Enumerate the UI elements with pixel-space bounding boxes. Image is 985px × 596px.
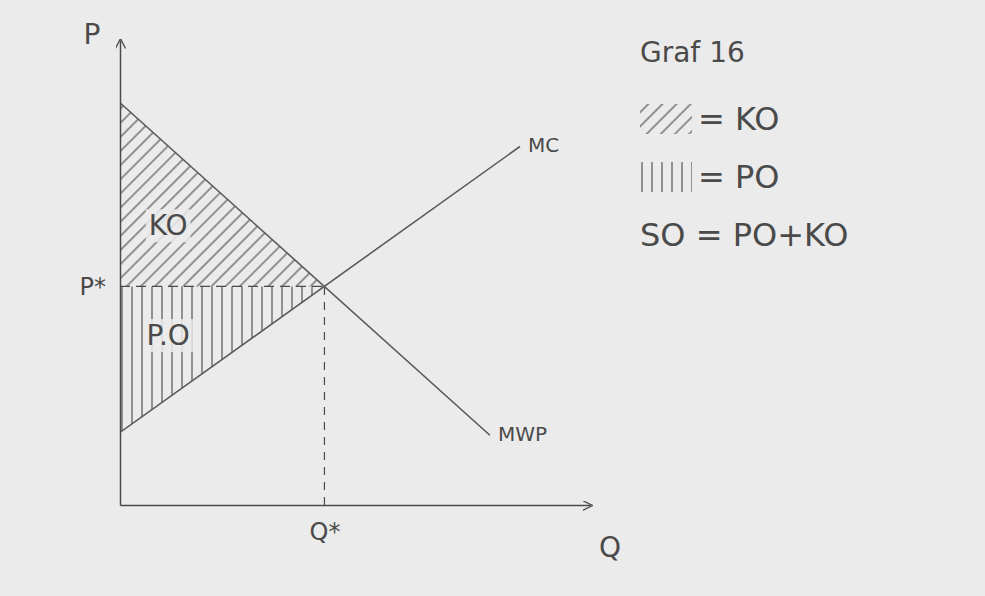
curve — [120, 146, 520, 432]
x-axis: Q* — [121, 505, 591, 546]
legend: = KO = PO — [640, 100, 779, 196]
legend-swatch — [640, 104, 692, 134]
tick: P* — [80, 273, 120, 301]
title: Graf 16 — [640, 36, 745, 69]
annotation: SO = PO+KO — [640, 216, 848, 254]
axis-title: P — [84, 18, 101, 51]
area-label: P.O — [146, 319, 189, 352]
background — [0, 0, 985, 596]
series-label: MC — [528, 133, 559, 157]
chart: Q* P* KO P.O MC MWP P Q Graf 16 = KO = PO SO = PO+K… — [0, 0, 985, 596]
tick-label: Q* — [310, 518, 341, 546]
guide-line — [120, 286, 324, 287]
tick-label: P* — [80, 273, 106, 301]
series-label: MWP — [498, 422, 547, 446]
tick: Q* — [310, 505, 341, 546]
label-patch — [143, 319, 192, 352]
legend-label: = PO — [698, 158, 779, 196]
legend-swatch — [640, 162, 692, 192]
area-label: KO — [149, 209, 188, 242]
legend-label: = KO — [698, 100, 779, 138]
curve — [120, 103, 490, 435]
y-axis: P* — [80, 41, 121, 506]
plot-area — [120, 103, 520, 505]
axis-line — [121, 505, 591, 507]
label-patch — [146, 209, 191, 242]
guide-line — [324, 286, 325, 505]
axis-line — [120, 41, 122, 506]
axis-title: Q — [599, 531, 621, 564]
